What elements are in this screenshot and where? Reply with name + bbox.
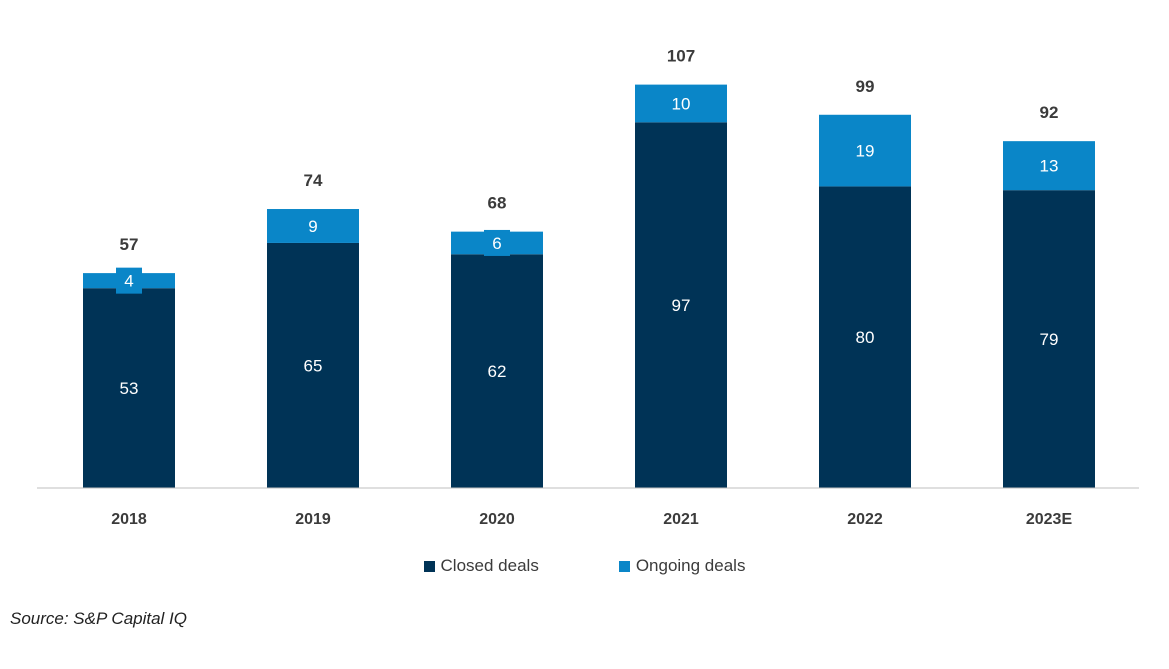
- x-tick-label-2018: 2018: [111, 511, 147, 528]
- legend-item-ongoing-deals: Ongoing deals: [618, 556, 746, 576]
- bar-closed-deals-2021: [635, 122, 727, 488]
- bar-closed-deals-2022: [819, 186, 911, 488]
- bar-closed-deals-2019: [267, 242, 359, 488]
- value-label-closed-deals-2023e: 79: [1040, 330, 1059, 349]
- legend-swatch-closed-deals: [423, 560, 435, 572]
- legend-item-closed-deals: Closed deals: [423, 556, 539, 576]
- value-label-closed-deals-2019: 65: [304, 356, 323, 375]
- bar-closed-deals-2020: [451, 254, 543, 488]
- legend: Closed deals Ongoing deals: [0, 556, 1169, 576]
- value-label-ongoing-deals-2022: 19: [856, 142, 875, 161]
- value-label-ongoing-deals-2021: 10: [672, 94, 691, 113]
- legend-label-closed-deals: Closed deals: [440, 556, 539, 575]
- bar-ongoing-deals-2019: [267, 209, 359, 243]
- bar-closed-deals-2018: [83, 288, 175, 488]
- source-note: Source: S&P Capital IQ: [10, 609, 188, 628]
- value-label-closed-deals-2018: 53: [120, 379, 139, 398]
- stacked-bar-chart: 53 4 57 65 9 74 62 6 68 97 10 107 80 19 99 79 13 92 2018 2…: [37, 47, 1139, 528]
- total-label-2021: 107: [667, 47, 695, 66]
- value-label-ongoing-deals-2018: 4: [124, 272, 133, 291]
- total-label-2022: 99: [856, 77, 875, 96]
- bar-closed-deals-2023e: [1003, 190, 1095, 489]
- legend-label-ongoing-deals: Ongoing deals: [635, 556, 746, 575]
- value-label-ongoing-deals-2020: 6: [492, 234, 501, 253]
- value-label-box-ongoing-deals-2020: [484, 229, 510, 256]
- legend-swatch-ongoing-deals: [618, 560, 630, 572]
- x-tick-label-2021: 2021: [663, 511, 699, 528]
- x-tick-label-2022: 2022: [847, 511, 883, 528]
- value-label-closed-deals-2021: 97: [672, 296, 691, 315]
- value-label-closed-deals-2020: 62: [488, 362, 507, 381]
- bar-ongoing-deals-2023e: [1003, 141, 1095, 191]
- x-tick-label-2023e: 2023E: [1026, 511, 1073, 528]
- bar-ongoing-deals-2022: [819, 114, 911, 187]
- value-label-box-ongoing-deals-2018: [116, 267, 142, 294]
- value-label-ongoing-deals-2019: 9: [308, 217, 317, 236]
- value-label-ongoing-deals-2023e: 13: [1040, 157, 1059, 176]
- bar-ongoing-deals-2021: [635, 84, 727, 123]
- x-tick-label-2020: 2020: [479, 511, 515, 528]
- x-tick-label-2019: 2019: [295, 511, 331, 528]
- value-label-closed-deals-2022: 80: [856, 328, 875, 347]
- total-label-2018: 57: [120, 235, 139, 254]
- total-label-2023e: 92: [1040, 103, 1059, 122]
- total-label-2019: 74: [304, 171, 323, 190]
- total-label-2020: 68: [488, 194, 507, 213]
